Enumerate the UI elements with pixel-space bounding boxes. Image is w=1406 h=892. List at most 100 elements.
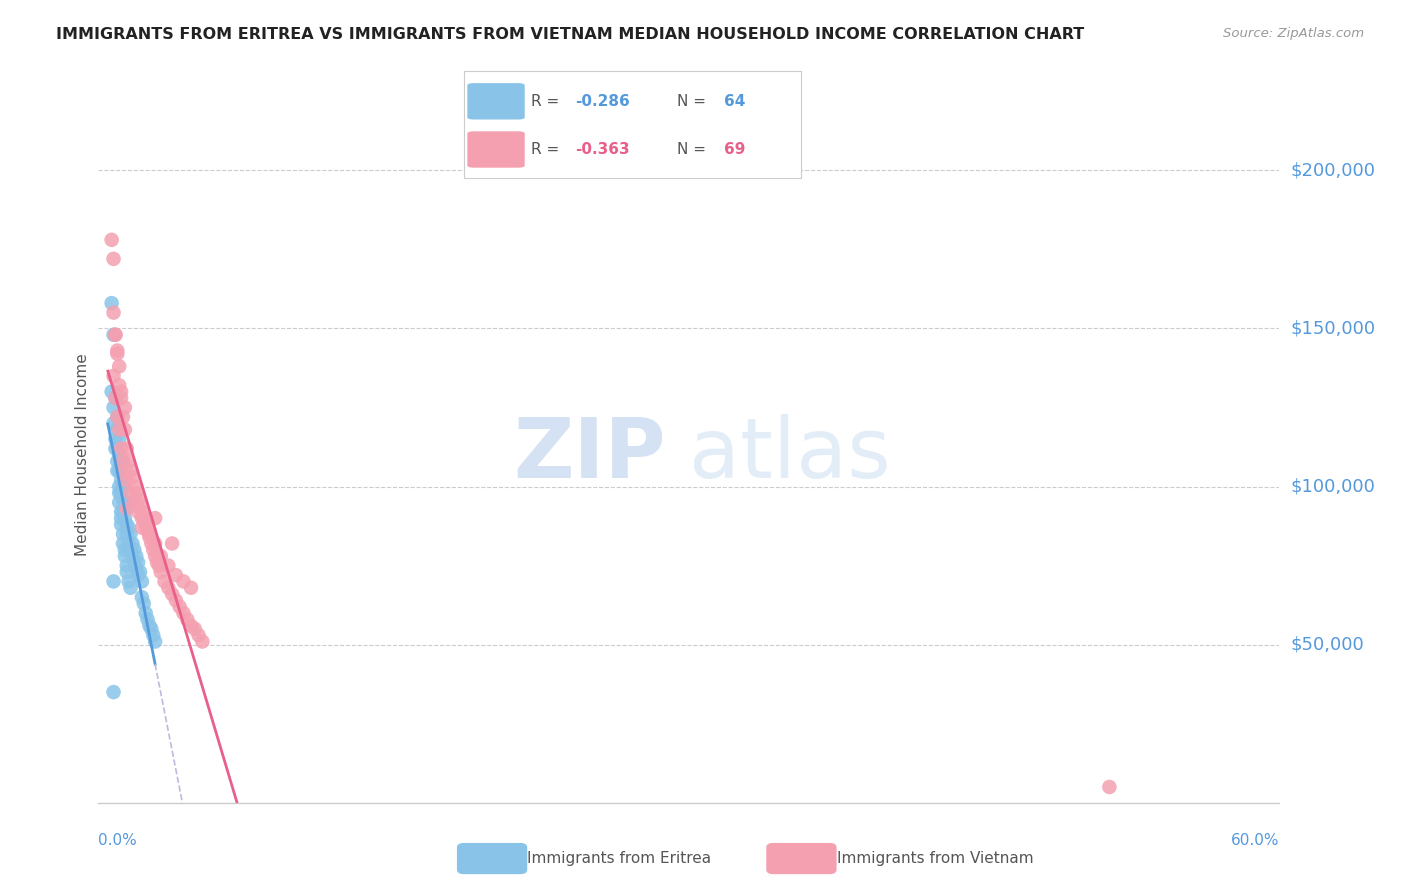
Point [148,558,170,573]
Point [125,562,148,576]
Point [105,464,128,478]
Point [111,536,134,550]
Text: ZIP: ZIP [513,415,665,495]
Point [121,536,143,550]
Point [115,565,138,579]
Point [114,549,136,563]
Point [124,495,146,509]
Point [108,486,131,500]
Point [103,417,125,431]
Point [104,442,127,456]
Point [127,556,149,570]
Point [180,618,202,632]
Text: IMMIGRANTS FROM ERITREA VS IMMIGRANTS FROM VIETNAM MEDIAN HOUSEHOLD INCOME CORRE: IMMIGRANTS FROM ERITREA VS IMMIGRANTS FR… [56,27,1084,42]
Point [108,495,131,509]
Text: $50,000: $50,000 [1291,636,1364,654]
Point [143,511,166,525]
Point [110,391,132,405]
Point [121,470,143,484]
Point [115,473,138,487]
Point [180,581,202,595]
Point [103,685,125,699]
Point [129,499,152,513]
Text: Source: ZipAtlas.com: Source: ZipAtlas.com [1223,27,1364,40]
Text: R =: R = [531,142,565,157]
Point [115,501,138,516]
Point [108,378,131,392]
Point [120,486,142,500]
Point [115,442,138,456]
Text: 69: 69 [724,142,745,157]
Point [125,549,148,563]
Point [108,423,131,437]
Point [118,521,141,535]
Point [105,423,128,437]
Text: N =: N = [676,94,710,109]
Point [136,524,159,538]
Point [135,517,157,532]
Point [108,432,131,446]
Point [111,492,134,507]
Point [111,505,134,519]
Point [131,511,153,525]
Point [104,391,127,405]
Point [187,628,209,642]
Point [103,368,125,383]
Point [110,454,132,468]
Point [149,549,172,563]
Point [141,536,163,550]
Point [138,527,160,541]
Point [110,384,132,399]
Point [105,343,128,358]
Point [104,391,127,405]
Text: Immigrants from Vietnam: Immigrants from Vietnam [837,852,1033,866]
Point [131,521,153,535]
Point [143,549,166,563]
Text: R =: R = [531,94,565,109]
Point [115,517,138,532]
Point [105,409,128,424]
Point [110,442,132,456]
Point [135,606,157,620]
Y-axis label: Median Household Income: Median Household Income [75,353,90,557]
Point [160,536,183,550]
Point [142,542,165,557]
Point [165,593,187,607]
Point [104,327,127,342]
Point [104,327,127,342]
Text: $100,000: $100,000 [1291,477,1375,496]
Point [120,581,142,595]
Point [165,568,187,582]
Point [120,464,142,478]
Point [172,574,194,589]
Point [111,409,134,424]
Point [169,599,191,614]
Point [153,574,176,589]
Point [114,511,136,525]
Point [110,517,132,532]
Point [105,454,128,468]
Point [103,305,125,319]
Text: $200,000: $200,000 [1291,161,1375,179]
Point [191,634,214,648]
Point [103,574,125,589]
Point [131,591,153,605]
Point [124,556,146,570]
Point [120,542,142,557]
Point [184,622,207,636]
Point [114,542,136,557]
Point [100,384,122,399]
Text: 0.0%: 0.0% [98,833,138,848]
Point [110,505,132,519]
Point [111,527,134,541]
Point [131,574,153,589]
Point [110,486,132,500]
Point [118,574,141,589]
Point [146,556,169,570]
Point [115,527,138,541]
FancyBboxPatch shape [467,83,524,120]
Point [103,401,125,415]
Point [110,473,132,487]
Point [111,454,134,468]
Point [142,628,165,642]
